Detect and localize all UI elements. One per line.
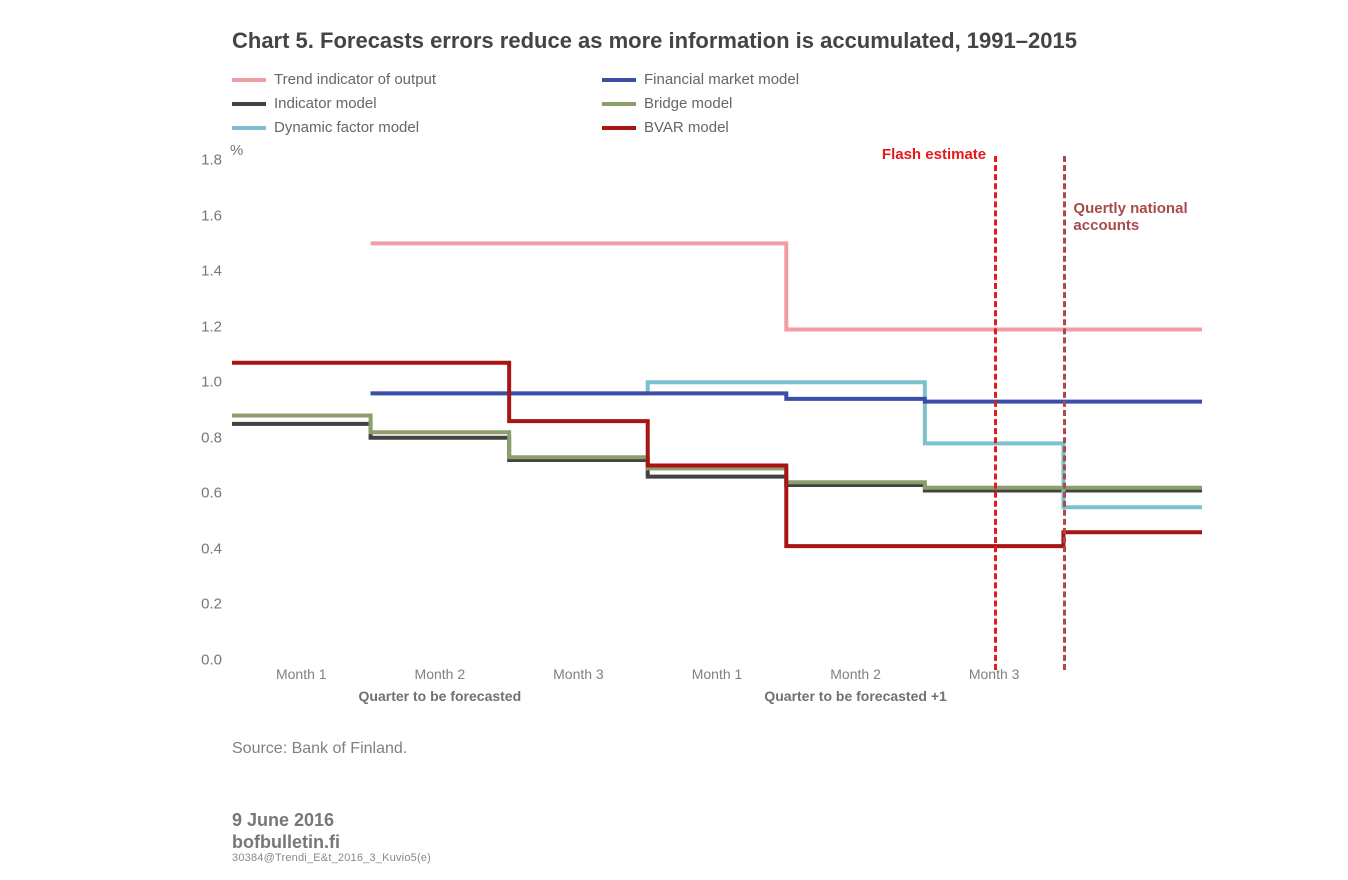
reference-vertical-line: [994, 156, 997, 670]
footer-line: 9 June 2016: [232, 810, 334, 831]
series-line: [232, 363, 1202, 546]
x-tick: Month 1: [692, 666, 743, 682]
legend-item: Bridge model: [602, 92, 799, 116]
x-tick: Month 2: [830, 666, 881, 682]
legend-item: Financial market model: [602, 68, 799, 92]
legend-swatch: [602, 78, 636, 82]
legend-item: Dynamic factor model: [232, 116, 436, 140]
series-line: [371, 393, 1202, 401]
y-tick: 1.8: [201, 152, 222, 169]
legend-swatch: [602, 102, 636, 106]
legend-label: Dynamic factor model: [274, 119, 419, 136]
legend-label: Trend indicator of output: [274, 71, 436, 88]
legend-label: Financial market model: [644, 71, 799, 88]
reference-vertical-line: [1063, 156, 1066, 670]
x-subsection-label: Quarter to be forecasted: [359, 688, 522, 704]
legend-swatch: [232, 78, 266, 82]
legend-label: Indicator model: [274, 95, 377, 112]
y-tick: 1.2: [201, 318, 222, 335]
x-tick: Month 1: [276, 666, 327, 682]
reference-line-label: Quertly national accounts: [1073, 200, 1203, 234]
legend-swatch: [232, 126, 266, 130]
chart-lines-svg: [232, 160, 1202, 660]
legend-column: Trend indicator of output Indicator model…: [232, 68, 436, 140]
y-tick: 0.8: [201, 429, 222, 446]
y-tick: 0.6: [201, 485, 222, 502]
chart-title: Chart 5. Forecasts errors reduce as more…: [232, 28, 1077, 54]
legend-item: Indicator model: [232, 92, 436, 116]
footer-line: 30384@Trendi_E&t_2016_3_Kuvio5(e): [232, 852, 431, 864]
y-tick: 0.2: [201, 596, 222, 613]
series-line: [371, 243, 1202, 329]
y-tick: 1.6: [201, 207, 222, 224]
y-tick: 0.4: [201, 540, 222, 557]
nowcast-error-chart: Chart 5. Forecasts errors reduce as more…: [0, 0, 1348, 880]
legend-swatch: [232, 102, 266, 106]
y-tick: 0.0: [201, 652, 222, 669]
y-tick: 1.0: [201, 374, 222, 391]
legend-item: Trend indicator of output: [232, 68, 436, 92]
y-tick: 1.4: [201, 263, 222, 280]
legend-swatch: [602, 126, 636, 130]
x-tick: Month 3: [553, 666, 604, 682]
legend-label: Bridge model: [644, 95, 732, 112]
legend-label: BVAR model: [644, 119, 729, 136]
x-subsection-label: Quarter to be forecasted +1: [764, 688, 946, 704]
plot-area: % 0.00.20.40.60.81.01.21.41.61.8Month 1M…: [232, 160, 1202, 660]
footer-line: bofbulletin.fi: [232, 832, 340, 853]
footer-line: Source: Bank of Finland.: [232, 740, 407, 758]
reference-line-label: Flash estimate: [882, 146, 986, 163]
x-tick: Month 2: [415, 666, 466, 682]
y-axis-label: %: [230, 142, 243, 159]
legend-item: BVAR model: [602, 116, 799, 140]
legend-column: Financial market model Bridge model BVAR m…: [602, 68, 799, 140]
